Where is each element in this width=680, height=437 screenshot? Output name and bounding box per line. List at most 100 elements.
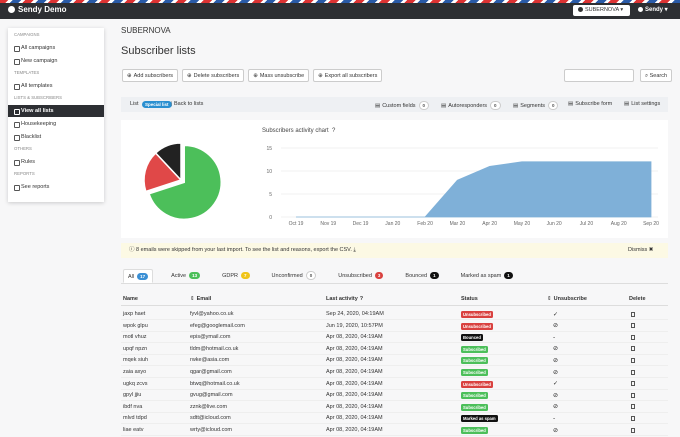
sidebar-item[interactable]: Blacklist — [8, 131, 104, 143]
tab[interactable]: Marked as spam 1 — [457, 269, 517, 283]
cell-unsubscribe[interactable]: ✓ — [553, 380, 559, 388]
cell-name[interactable]: ibdf nva — [123, 403, 143, 410]
cell-unsubscribe[interactable]: ⊘ — [553, 368, 559, 376]
tab-label: GDPR — [222, 273, 239, 279]
sidebar-item[interactable]: Rules — [8, 156, 104, 168]
cell-unsubscribe[interactable]: ⊘ — [553, 345, 559, 353]
cell-name[interactable]: liae eatv — [123, 427, 144, 433]
search-button[interactable]: ⌕ Search — [640, 69, 673, 82]
delete-icon[interactable] — [631, 369, 635, 375]
sidebar-item[interactable]: All campaigns — [8, 42, 104, 54]
list-link[interactable]: ▤ Custom fields 0 — [375, 101, 430, 110]
list-link[interactable]: ▤ Segments 0 — [513, 101, 559, 110]
column-header: ⇕ Unsubscribe — [547, 296, 587, 302]
cell-name[interactable]: upqf npzn — [123, 345, 148, 352]
toolbar-button[interactable]: ⊕ Export all subscribers — [313, 69, 383, 82]
back-link[interactable]: Back to lists — [174, 101, 204, 107]
tab[interactable]: Active 13 — [167, 269, 204, 283]
delete-icon[interactable] — [631, 427, 635, 433]
cell-unsubscribe[interactable]: ⊘ — [553, 391, 559, 399]
delete-icon[interactable] — [631, 392, 635, 398]
user-menu[interactable]: Sendy ▾ — [638, 6, 668, 13]
tab[interactable]: All 17 — [123, 269, 154, 283]
delete-icon[interactable] — [631, 381, 635, 387]
button-label: Export all subscribers — [324, 73, 378, 79]
cell-last-activity: Apr 08, 2020, 04:19AM — [326, 380, 383, 387]
button-icon: ⊕ — [318, 73, 323, 79]
button-icon: ⊕ — [253, 73, 258, 79]
sidebar-item[interactable]: Housekeeping — [8, 118, 104, 130]
y-tick-label: 0 — [269, 215, 272, 221]
header-rule — [121, 305, 668, 306]
delete-icon[interactable] — [631, 346, 635, 352]
brand-switcher[interactable]: SUBERNOVA ▾ — [573, 5, 630, 16]
cell-name[interactable]: gpyl jjiu — [123, 392, 142, 399]
list-link[interactable]: ▤ List settings — [624, 101, 660, 107]
delete-icon[interactable] — [631, 357, 635, 363]
help-icon: ? — [332, 128, 336, 134]
sidebar-item[interactable]: See reports — [8, 181, 104, 193]
brand-switcher-label: SUBERNOVA — [585, 7, 619, 13]
cell-unsubscribe[interactable]: ⊘ — [553, 356, 559, 364]
sidebar-item[interactable]: All templates — [8, 80, 104, 92]
cell-unsubscribe[interactable]: ⊘ — [553, 426, 559, 434]
sidebar-icon — [14, 84, 20, 90]
cell-name[interactable]: jaxp haet — [123, 311, 146, 317]
column-title: Delete — [629, 296, 646, 302]
link-label: Subscribe form — [575, 101, 613, 107]
cell-email: wrty@icloud.com — [190, 427, 232, 433]
brand[interactable]: Sendy Demo — [18, 5, 67, 14]
sidebar-label: Housekeeping — [21, 121, 57, 127]
tab[interactable]: Unsubscribed 3 — [334, 269, 387, 283]
x-tick-label: Nov 19 — [320, 221, 336, 227]
tab[interactable]: GDPR 7 — [218, 269, 253, 283]
cell-name[interactable]: zaia axyo — [123, 369, 147, 375]
delete-icon[interactable] — [631, 311, 635, 317]
delete-icon[interactable] — [631, 323, 635, 329]
list-link[interactable]: ▤ Subscribe form — [568, 101, 612, 107]
cell-name[interactable]: mqek siuh — [123, 357, 149, 364]
toolbar-button[interactable]: ⊕ Add subscribers — [122, 69, 179, 82]
cell-last-activity: Apr 08, 2020, 04:19AM — [326, 427, 383, 433]
x-tick-label: Jul 20 — [580, 221, 594, 227]
sidebar-item[interactable]: View all lists — [8, 105, 104, 117]
cell-name[interactable]: mlvd tdpd — [123, 415, 147, 422]
cell-name[interactable]: motl vhuz — [123, 334, 147, 341]
separator: | — [171, 101, 173, 107]
alert: ⓘ 8 emails were skipped from your last i… — [121, 243, 668, 258]
x-tick-label: Oct 19 — [289, 221, 304, 227]
delete-icon[interactable] — [631, 415, 635, 421]
cell-name[interactable]: ugkq zcvs — [123, 380, 148, 387]
search-label: Search — [649, 73, 668, 79]
sidebar-label: View all lists — [21, 108, 54, 114]
toolbar-button[interactable]: ⊕ Mass unsubscribe — [248, 69, 310, 82]
list-link[interactable]: ▤ Autoresponders 0 — [441, 101, 501, 110]
cell-unsubscribe[interactable]: - — [553, 333, 556, 341]
cell-name[interactable]: wpok glpu — [123, 322, 148, 329]
help-icon: ? — [359, 296, 364, 302]
cell-unsubscribe[interactable]: ✓ — [553, 310, 559, 318]
tab[interactable]: Unconfirmed 0 — [268, 269, 321, 283]
toolbar-button[interactable]: ⊕ Delete subscribers — [182, 69, 245, 82]
delete-icon[interactable] — [631, 334, 635, 340]
sidebar-label: See reports — [21, 184, 50, 190]
status-badge: Marked as spam — [461, 415, 498, 423]
dismiss-label: Dismiss — [628, 247, 648, 253]
delete-icon[interactable] — [631, 404, 635, 410]
column-header: Delete — [629, 296, 646, 302]
sidebar-item[interactable]: New campaign — [8, 55, 104, 67]
sidebar-label: Blacklist — [21, 134, 42, 140]
cell-unsubscribe[interactable]: ⊘ — [553, 403, 559, 411]
cell-email: rwke@asia.com — [190, 357, 230, 364]
cell-unsubscribe[interactable]: - — [553, 414, 556, 422]
cell-last-activity: Apr 08, 2020, 04:19AM — [326, 334, 383, 341]
search-input[interactable] — [564, 69, 634, 82]
cell-unsubscribe[interactable]: ⊘ — [553, 322, 559, 330]
link-icon: ▤ — [568, 101, 574, 107]
tabs: All 17 Active 13 GDPR 7 Unconfirmed 0 Unsubscrib… — [121, 269, 668, 284]
dismiss[interactable]: Dismiss ✖ — [628, 247, 654, 253]
tab[interactable]: Bounced 1 — [401, 269, 442, 283]
sidebar-icon — [14, 46, 20, 52]
brand-heading: SUBERNOVA — [121, 26, 171, 35]
